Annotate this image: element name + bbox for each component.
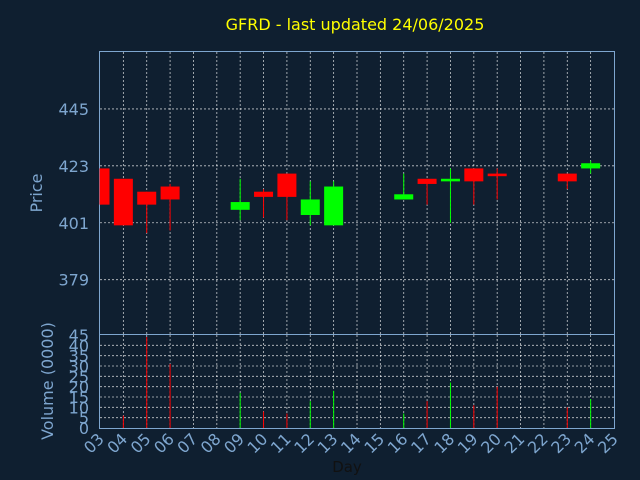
x-tick-label: 25 <box>594 429 622 457</box>
candle-24 <box>581 160 601 174</box>
volume-grid <box>100 335 614 428</box>
candle-body <box>417 178 437 184</box>
candle-19 <box>464 168 484 205</box>
candle-09 <box>230 178 250 221</box>
candle-10 <box>254 189 274 218</box>
candle-body <box>100 168 110 205</box>
price-axis-label: Price <box>27 173 46 212</box>
price-tick-label: 423 <box>58 157 89 176</box>
candle-06 <box>160 183 180 231</box>
volume-tick-label: 40 <box>69 336 89 355</box>
price-tick-label: 401 <box>58 214 89 233</box>
volume-tick-label: 20 <box>69 378 89 397</box>
candle-body <box>440 178 460 182</box>
candle-05 <box>137 191 157 234</box>
volume-tick-label: 45 <box>69 326 89 345</box>
volume-tick-label: 35 <box>69 347 89 366</box>
price-tick-label: 445 <box>58 100 89 119</box>
candle-body <box>557 173 577 182</box>
candle-body <box>324 186 344 226</box>
volume-bars <box>122 337 592 428</box>
candle-body <box>300 199 320 215</box>
candle-body <box>277 173 297 197</box>
candle-body <box>160 186 180 200</box>
price-tick-label: 379 <box>58 271 89 290</box>
volume-tick-label: 15 <box>69 388 89 407</box>
candle-body <box>113 178 133 226</box>
candle-17 <box>417 178 437 205</box>
candles <box>99 160 601 234</box>
volume-tick-label: 5 <box>79 409 89 428</box>
volume-tick-label: 25 <box>69 367 89 386</box>
volume-axis-label: Volume (0000) <box>38 322 57 440</box>
price-tick-labels: 379 401 423 445 <box>58 100 89 290</box>
candle-20 <box>487 168 507 200</box>
candle-18 <box>440 168 460 223</box>
x-axis-label: Day <box>332 458 362 476</box>
candle-13 <box>324 181 344 226</box>
candle-body <box>137 191 157 205</box>
candle-body <box>464 168 484 182</box>
candle-16 <box>394 173 414 200</box>
candle-body <box>394 194 414 200</box>
volume-tick-label: 0 <box>79 419 89 438</box>
volume-tick-label: 30 <box>69 357 89 376</box>
candle-04 <box>113 178 133 226</box>
volume-tick-label: 10 <box>69 398 89 417</box>
candle-body <box>254 191 274 197</box>
volume-panel <box>99 334 615 429</box>
candle-23 <box>557 173 577 190</box>
candle-11 <box>277 173 297 221</box>
x-tick-labels: 0304050607080910111213141516171819202122… <box>80 429 622 457</box>
candle-body <box>487 173 507 177</box>
candle-03 <box>99 168 110 205</box>
chart-title: GFRD - last updated 24/06/2025 <box>226 15 485 34</box>
candle-body <box>581 163 601 169</box>
candle-body <box>230 202 250 210</box>
candle-12 <box>300 181 320 226</box>
